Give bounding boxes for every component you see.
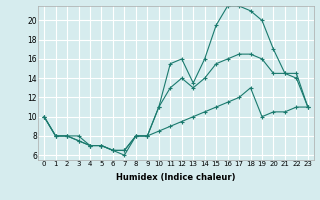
- X-axis label: Humidex (Indice chaleur): Humidex (Indice chaleur): [116, 173, 236, 182]
